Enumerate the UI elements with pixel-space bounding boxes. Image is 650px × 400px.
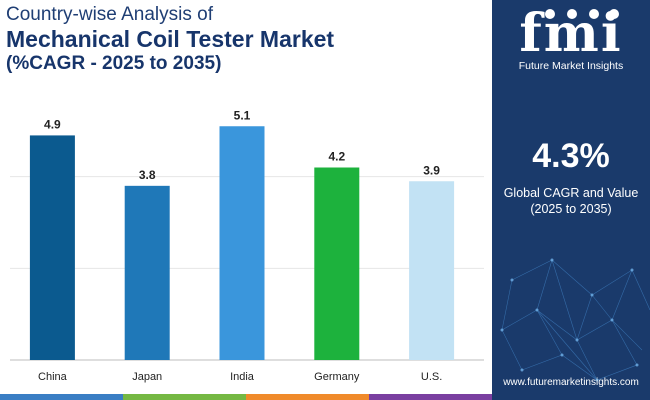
fmi-logo: fmi Future Market Insights [492,6,650,73]
data-label: 5.1 [234,108,251,122]
x-tick-label: China [38,371,68,383]
logo-text: Future Market Insights [518,60,624,72]
title-line-1: Country-wise Analysis of [6,4,213,25]
x-tick-label: Japan [132,371,162,383]
bar-japan [124,185,170,360]
strip-segment [369,394,492,400]
x-tick-label: Germany [314,371,360,383]
logo-icons [545,9,619,19]
bar-chart: 4.9 China 3.8 Japan 5.1 India 4.2 Germany 3.9 U.S… [10,108,484,383]
chart-title: Country-wise Analysis of Mechanical Coil… [6,4,486,75]
data-label: 4.9 [44,117,61,131]
strip-segment [246,394,369,400]
bar-germany [314,167,360,360]
title-line-2: Mechanical Coil Tester Market [6,26,335,52]
website-link[interactable]: www.futuremarketinsights.com [503,377,639,388]
data-label: 4.2 [328,150,345,164]
x-tick-label: India [230,371,255,383]
bar-u-s [409,181,455,360]
strip-segment [123,394,246,400]
data-label: 3.8 [139,168,156,182]
global-cagr-value: 4.3% [532,137,610,175]
x-tick-label: U.S. [421,371,442,383]
bar-india [219,126,265,360]
global-cagr-label: Global CAGR and Value [503,186,639,200]
side-panel: fmi Future Market Insights 4.3% Global C… [492,0,650,400]
title-line-3: (%CAGR - 2025 to 2035) [6,53,222,74]
bottom-color-strip [0,394,492,400]
network-decoration [500,258,650,382]
strip-segment [0,394,123,400]
data-label: 3.9 [423,163,440,177]
global-cagr-period: (2025 to 2035) [530,202,612,216]
bar-china [29,135,75,360]
